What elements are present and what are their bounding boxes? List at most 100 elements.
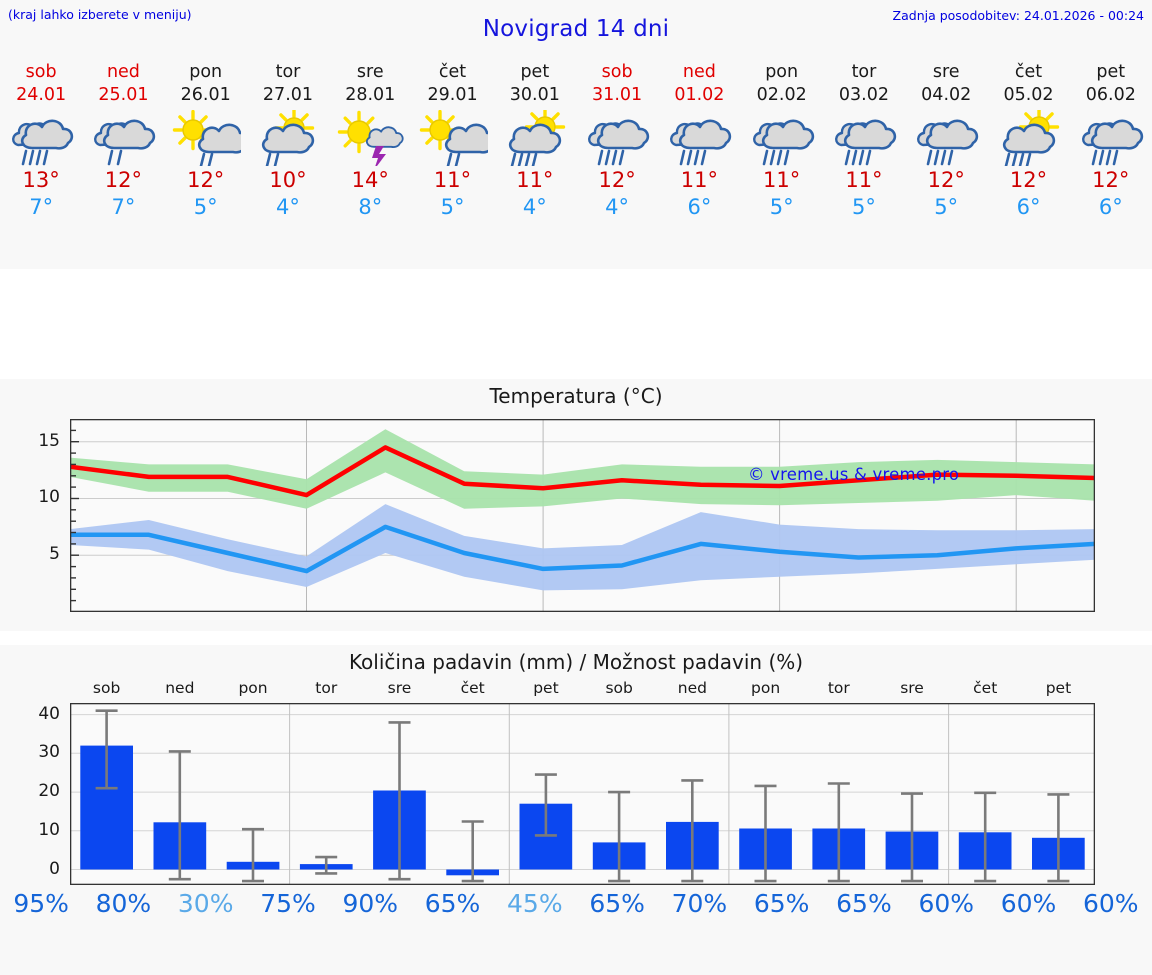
precip-day-label: čet [973, 679, 998, 697]
day-name-label: pon [189, 62, 223, 82]
rain-heavy-icon [1075, 110, 1147, 165]
precip-day-label: ned [165, 679, 195, 697]
weather-icon-svg [1081, 119, 1143, 165]
day-temp-min: 7° [111, 195, 136, 219]
day-column[interactable]: pet 06.02 12° 6° [1070, 57, 1152, 269]
day-date-label: 25.01 [98, 85, 149, 105]
day-temp-max: 10° [269, 168, 307, 192]
day-column[interactable]: tor 27.01 10° 4° [247, 57, 329, 269]
weather-icon-svg [12, 119, 74, 165]
precipitation-svg [70, 703, 1095, 885]
precipitation-chart-section: Količina padavin (mm) / Možnost padavin … [0, 645, 1152, 975]
precip-day-label: tor [827, 679, 850, 697]
day-column[interactable]: pon 02.02 11° 5° [741, 57, 823, 269]
day-temp-max: 11° [763, 168, 801, 192]
day-column[interactable]: čet 05.02 12° 6° [987, 57, 1069, 269]
precip-probability-label: 30% [177, 889, 234, 918]
temperature-y-tick: 15 [38, 430, 60, 451]
daily-forecast-strip: sob 24.01 13° 7° ned 25.01 12° 7° pon 26.01 12° 5° t… [0, 57, 1152, 269]
sun-thunder-icon [334, 110, 406, 166]
precip-probability-label: 95% [13, 889, 69, 918]
rain-light-icon [87, 110, 159, 165]
precip-probability-label: 60% [1083, 889, 1139, 918]
spacer-2 [0, 631, 1152, 645]
weather-icon-svg [172, 109, 241, 166]
day-column[interactable]: pon 26.01 12° 5° [165, 57, 247, 269]
day-temp-max: 11° [433, 168, 472, 192]
day-name-label: čet [438, 62, 467, 82]
weather-icon-svg [419, 109, 488, 166]
rain-heavy-icon [828, 110, 900, 165]
precip-day-label: pon [751, 679, 781, 697]
day-temp-min: 5° [769, 195, 794, 219]
day-date-label: 03.02 [838, 85, 889, 105]
day-name-label: sob [25, 62, 57, 82]
day-temp-min: 5° [440, 195, 465, 219]
precip-day-label: pet [533, 679, 559, 697]
day-temp-max: 12° [927, 168, 965, 192]
cloud-sun-rain-heavy-icon [499, 109, 571, 166]
precip-probability-label: 75% [260, 889, 316, 918]
weather-icon-svg [670, 119, 732, 165]
day-name-label: pet [1096, 62, 1126, 82]
precipitation-probability-row: 95% 80% 30% 75% 90% 65% 45% 65% 70% 65% 65% 60% 60% 6… [0, 889, 1152, 929]
precipitation-chart-title: Količina padavin (mm) / Možnost padavin … [348, 650, 804, 674]
weather-icon-svg [94, 119, 156, 165]
day-date-label: 31.01 [592, 85, 643, 105]
precip-probability-label: 65% [836, 889, 892, 918]
precip-probability-label: 70% [671, 889, 728, 918]
precip-probability-label: 65% [589, 889, 645, 918]
day-column[interactable]: sre 28.01 14° 8° [329, 57, 411, 269]
precip-probability-label: 45% [507, 889, 563, 918]
day-date-label: 02.02 [756, 85, 807, 105]
precip-probability-label: 65% [753, 889, 810, 918]
day-date-label: 05.02 [1003, 85, 1054, 105]
day-name-label: sre [932, 62, 960, 82]
precipitation-plot-area: 0 10 20 30 40 [38, 703, 1095, 885]
day-column[interactable]: ned 01.02 11° 6° [658, 57, 740, 269]
weather-icon-svg [508, 109, 566, 166]
day-column[interactable]: tor 03.02 11° 5° [823, 57, 905, 269]
day-date-label: 30.01 [509, 85, 560, 105]
precip-probability-label: 60% [918, 889, 975, 918]
temperature-chart-title: Temperatura (°C) [489, 384, 663, 408]
page-header: (kraj lahko izberete v meniju) Novigrad … [0, 0, 1152, 57]
menu-hint-label: (kraj lahko izberete v meniju) [8, 7, 192, 22]
day-temp-min: 8° [358, 195, 383, 219]
temperature-svg [70, 419, 1095, 612]
precip-day-label: čet [460, 679, 485, 697]
temperature-chart-section: Temperatura (°C) 5 10 15 [0, 379, 1152, 631]
day-column[interactable]: ned 25.01 12° 7° [82, 57, 164, 269]
cloud-sun-rain-heavy-icon [993, 109, 1065, 166]
weather-icon-svg [752, 119, 814, 165]
day-name-label: ned [682, 62, 716, 82]
weather-icon-svg [261, 109, 315, 166]
weather-icon-svg [1002, 109, 1059, 166]
day-column[interactable]: pet 30.01 11° 4° [494, 57, 576, 269]
day-date-label: 26.01 [180, 85, 231, 105]
day-name-label: sob [601, 62, 633, 82]
precipitation-y-tick: 30 [38, 742, 60, 763]
temperature-y-tick: 10 [38, 487, 60, 508]
day-column[interactable]: čet 29.01 11° 5° [411, 57, 493, 269]
day-date-label: 29.01 [427, 85, 478, 105]
precip-day-label: pet [1045, 679, 1072, 697]
day-temp-min: 4° [522, 195, 547, 219]
day-temp-max: 12° [1009, 168, 1048, 192]
precip-probability-label: 80% [95, 889, 152, 918]
precipitation-y-tick: 0 [49, 858, 60, 879]
day-temp-max: 13° [22, 168, 60, 192]
temperature-plot-area: 5 10 15 [38, 419, 1095, 612]
weather-icon-svg [338, 110, 404, 166]
precip-day-label: tor [315, 679, 338, 697]
spacer [0, 269, 1152, 379]
day-temp-max: 12° [187, 168, 225, 192]
precipitation-day-labels: sob ned pon tor sre čet pet sob ned pon tor sre čet p… [70, 679, 1095, 703]
day-column[interactable]: sob 31.01 12° 4° [576, 57, 658, 269]
rain-heavy-icon [5, 110, 77, 165]
day-column[interactable]: sob 24.01 13° 7° [0, 57, 82, 269]
precip-day-label: sob [92, 679, 121, 697]
precip-day-label: ned [677, 679, 707, 697]
day-column[interactable]: sre 04.02 12° 5° [905, 57, 987, 269]
precipitation-y-tick: 40 [38, 703, 60, 724]
